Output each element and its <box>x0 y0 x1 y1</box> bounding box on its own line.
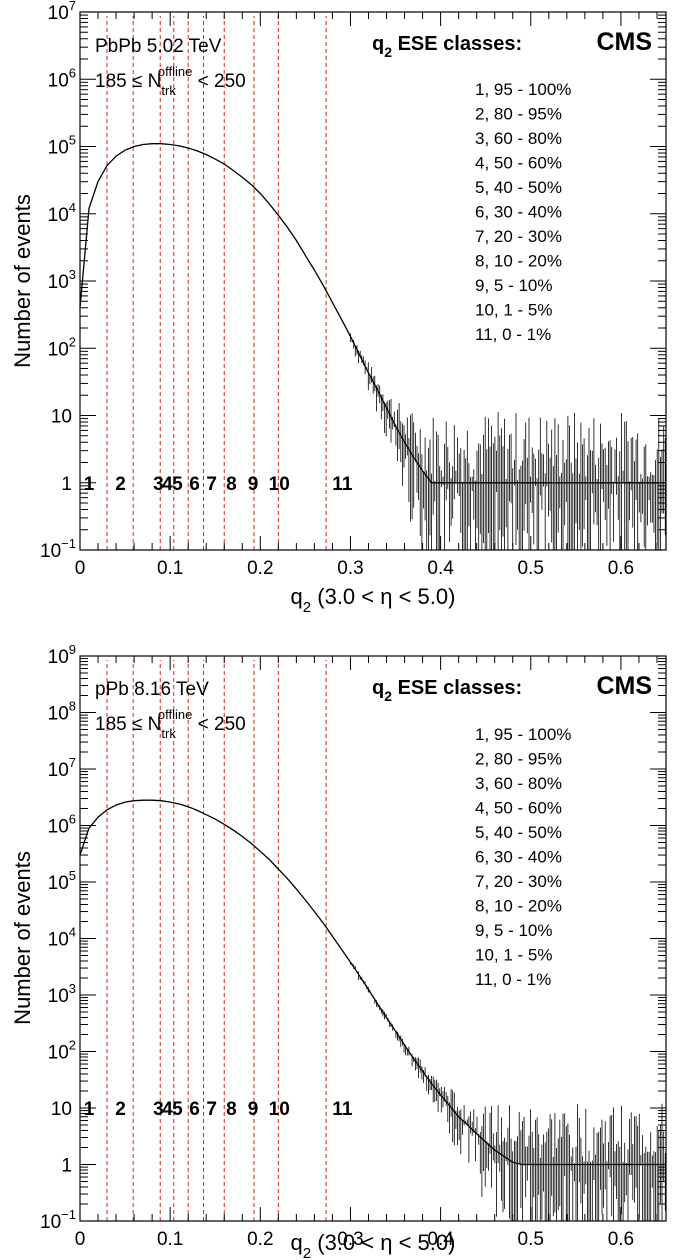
ese-class-row: 5, 40 - 50% <box>475 823 562 842</box>
ese-class-row: 4, 50 - 60% <box>475 799 562 818</box>
ese-class-row: 6, 30 - 40% <box>475 848 562 867</box>
ese-class-row: 2, 80 - 95% <box>475 105 562 124</box>
class-number-label: 11 <box>332 474 353 495</box>
plot-frame <box>79 655 667 1222</box>
class-number-label: 4 <box>162 474 173 495</box>
ese-class-row: 2, 80 - 95% <box>475 750 562 769</box>
ese-class-row: 11, 0 - 1% <box>475 325 551 344</box>
ese-class-row: 9, 5 - 10% <box>475 921 553 940</box>
y-tick-label: 105 <box>48 868 76 894</box>
x-tick-label: 0.2 <box>247 558 273 579</box>
ese-class-row: 8, 10 - 20% <box>475 252 562 271</box>
ese-class-row: 11, 0 - 1% <box>475 970 551 989</box>
y-tick-label: 10−1 <box>40 536 76 562</box>
y-tick-label: 108 <box>48 699 76 725</box>
x-tick-label: 0.1 <box>157 1229 183 1250</box>
x-tick-label: 0.5 <box>518 558 544 579</box>
ese-class-row: 4, 50 - 60% <box>475 154 562 173</box>
ese-class-row: 5, 40 - 50% <box>475 178 562 197</box>
class-number-label: 8 <box>226 1099 237 1120</box>
x-tick-label: 0 <box>75 1229 86 1250</box>
ese-class-row: 6, 30 - 40% <box>475 203 562 222</box>
ese-class-row: 1, 95 - 100% <box>475 725 571 744</box>
class-number-label: 2 <box>115 474 126 495</box>
class-number-label: 4 <box>162 1099 173 1120</box>
y-tick-label: 105 <box>48 133 76 159</box>
x-tick-label: 0.6 <box>608 1229 634 1250</box>
ese-class-row: 9, 5 - 10% <box>475 276 553 295</box>
selection-label: 185 ≤ Ntrkoffline < 250 <box>95 707 246 741</box>
y-tick-label: 1 <box>61 474 72 495</box>
class-number-label: 3 <box>153 1099 164 1120</box>
y-tick-label: 102 <box>48 1038 76 1064</box>
x-tick-label: 0.3 <box>337 1229 363 1250</box>
system-label: pPb 8.16 TeV <box>95 679 209 700</box>
distribution-curve <box>79 143 666 484</box>
y-tick-label: 107 <box>48 755 76 781</box>
ese-class-row: 10, 1 - 5% <box>475 301 553 320</box>
ese-legend-title: q2 ESE classes: <box>372 677 522 704</box>
y-tick-label: 102 <box>48 334 76 360</box>
y-tick-label: 104 <box>48 200 76 226</box>
class-number-label: 5 <box>172 474 183 495</box>
ese-class-row: 7, 20 - 30% <box>475 872 562 891</box>
chart-panel-pbpb: 0 0.1 0.2 0.3 0.4 0.5 0.6 10−1 1 10 102 103 104 105 10… <box>10 0 667 616</box>
class-number-label: 11 <box>332 1099 353 1120</box>
x-tick-label: 0.6 <box>608 558 634 579</box>
x-tick-label: 0.5 <box>518 1229 544 1250</box>
x-tick-label: 0 <box>75 558 86 579</box>
class-number-label: 10 <box>269 1099 290 1120</box>
ese-class-row: 7, 20 - 30% <box>475 227 562 246</box>
class-number-label: 5 <box>172 1099 183 1120</box>
x-axis-title: q2 (3.0 < η < 5.0) <box>291 1230 456 1260</box>
class-number-label: 6 <box>189 474 200 495</box>
plot-frame <box>79 11 667 551</box>
y-tick-label: 10−1 <box>40 1207 76 1233</box>
y-tick-label: 106 <box>48 65 76 91</box>
class-number-label: 10 <box>269 474 290 495</box>
y-tick-label: 1 <box>61 1156 72 1177</box>
ese-class-row: 3, 60 - 80% <box>475 774 562 793</box>
x-tick-label: 0.4 <box>427 1229 454 1250</box>
class-number-label: 3 <box>153 474 164 495</box>
ese-class-row: 10, 1 - 5% <box>475 946 553 965</box>
tail-fluctuation <box>350 333 666 550</box>
y-tick-label: 103 <box>48 981 76 1007</box>
tail-fluctuation <box>350 962 666 1221</box>
x-tick-label: 0.2 <box>247 1229 273 1250</box>
class-number-label: 9 <box>248 1099 259 1120</box>
class-number-label: 8 <box>226 474 237 495</box>
chart-ppb: 0 0.1 0.2 0.3 0.4 0.5 0.610−111010210310410510… <box>10 642 667 1260</box>
y-tick-label: 10 <box>51 407 72 428</box>
ese-class-row: 3, 60 - 80% <box>475 129 562 148</box>
y-tick-label: 10 <box>51 1099 72 1120</box>
class-number-label: 9 <box>248 474 259 495</box>
chart-panel-ppb: 0 0.1 0.2 0.3 0.4 0.5 0.6 10−1 1 10 102 103 104 105 10… <box>0 630 689 1260</box>
y-tick-label: 106 <box>48 812 76 838</box>
class-number-label: 7 <box>206 474 217 495</box>
ese-class-row: 1, 95 - 100% <box>475 80 571 99</box>
class-number-label: 1 <box>84 474 95 495</box>
y-tick-label: 103 <box>48 267 76 293</box>
x-axis-title: q2 (3.0 < η < 5.0) <box>291 584 456 616</box>
x-tick-label: 0.4 <box>427 558 454 579</box>
selection-label: 185 ≤ Ntrkoffline < 250 <box>95 64 246 98</box>
class-number-label: 1 <box>84 1099 95 1120</box>
y-axis-title: Number of events <box>10 194 35 368</box>
y-axis-title: Number of events <box>10 851 35 1025</box>
experiment-label: CMS <box>596 28 652 56</box>
experiment-label: CMS <box>596 672 652 700</box>
class-number-label: 2 <box>115 1099 126 1120</box>
system-label: PbPb 5.02 TeV <box>95 36 222 57</box>
class-number-label: 7 <box>206 1099 217 1120</box>
x-tick-label: 0.1 <box>157 558 183 579</box>
x-tick-label: 0.3 <box>337 558 363 579</box>
ese-class-row: 8, 10 - 20% <box>475 897 562 916</box>
y-tick-label: 107 <box>48 0 76 24</box>
y-tick-label: 109 <box>48 642 76 668</box>
chart-pbpb: 0 0.1 0.2 0.3 0.4 0.5 0.610−111010210310410510… <box>10 0 667 616</box>
ese-legend-title: q2 ESE classes: <box>372 33 522 60</box>
y-tick-label: 104 <box>48 925 76 951</box>
class-number-label: 6 <box>189 1099 200 1120</box>
